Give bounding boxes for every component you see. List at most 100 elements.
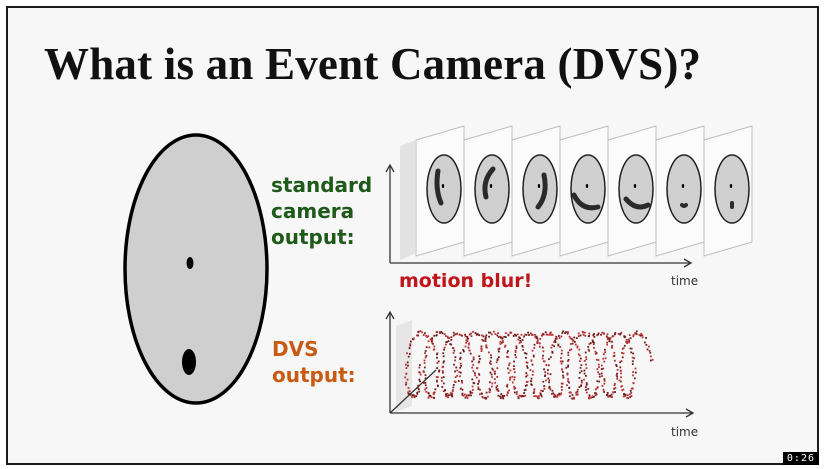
time-axis-label-top: time <box>671 274 699 288</box>
event-dot <box>525 361 528 364</box>
event-dot <box>544 371 547 374</box>
event-dot <box>560 386 563 388</box>
event-dot <box>571 397 573 400</box>
frame-disk <box>714 154 750 224</box>
event-dot <box>570 348 573 351</box>
event-dot <box>464 333 466 336</box>
rotating-disk <box>123 133 269 405</box>
event-dot <box>448 394 450 397</box>
event-dot <box>528 334 530 336</box>
event-dot <box>507 350 509 352</box>
event-dot <box>406 361 409 364</box>
event-dot <box>531 373 534 376</box>
event-dot <box>561 368 563 371</box>
event-dot <box>544 331 547 334</box>
event-dot <box>525 375 527 378</box>
event-dot <box>614 359 616 362</box>
video-frame <box>607 125 657 257</box>
standard-axes <box>385 163 693 268</box>
event-dot <box>485 397 488 400</box>
event-dot <box>470 332 472 335</box>
event-dot <box>450 336 453 339</box>
event-dot <box>482 335 485 338</box>
event-dot <box>556 337 558 340</box>
standard-camera-label: standard camera output: <box>271 173 373 249</box>
event-dot <box>616 368 619 371</box>
event-dot <box>560 392 563 395</box>
event-dot <box>468 333 471 336</box>
event-dot <box>419 380 421 383</box>
event-dot <box>621 389 624 392</box>
event-dot <box>501 336 503 339</box>
event-dot <box>500 393 503 395</box>
event-dot <box>583 369 586 372</box>
event-dot <box>533 347 536 349</box>
frame-shadow <box>400 140 416 260</box>
event-dot <box>622 352 625 355</box>
event-dot <box>466 340 469 342</box>
event-dot <box>407 364 409 367</box>
event-dot <box>523 389 526 392</box>
event-dot <box>453 363 455 366</box>
event-dot <box>519 340 522 342</box>
event-dot <box>530 377 533 380</box>
event-dot <box>493 378 496 380</box>
event-dot <box>452 389 454 391</box>
event-dot <box>548 334 551 336</box>
event-dot <box>648 345 650 348</box>
event-dot <box>603 378 606 380</box>
dvs-output-label: DVS output: <box>272 337 356 387</box>
event-dot <box>529 332 532 335</box>
event-dot <box>436 367 438 369</box>
event-dot <box>619 333 622 335</box>
event-dot <box>631 356 634 359</box>
event-dot <box>593 333 595 335</box>
event-dot <box>467 343 470 346</box>
event-dot <box>597 363 600 366</box>
event-dot <box>590 396 592 399</box>
event-dot <box>435 334 438 336</box>
event-dot <box>585 363 587 366</box>
event-dot <box>431 337 433 340</box>
event-dot <box>539 338 542 340</box>
event-dot <box>588 394 591 397</box>
event-dot <box>470 335 473 338</box>
event-dot <box>472 364 475 366</box>
event-dot <box>597 359 600 361</box>
event-dot <box>469 392 472 394</box>
event-dot <box>580 364 583 366</box>
event-dot <box>488 351 490 354</box>
event-dot <box>589 342 592 344</box>
event-dot <box>596 358 598 361</box>
event-dot <box>461 392 464 395</box>
event-dot <box>548 358 550 361</box>
event-dot <box>405 383 407 386</box>
event-dot <box>575 393 578 396</box>
event-dot <box>478 373 481 376</box>
event-dot <box>433 345 436 348</box>
event-dot <box>576 345 579 348</box>
event-dot <box>454 333 457 336</box>
event-dot <box>596 368 599 370</box>
event-dot <box>606 338 609 340</box>
event-dot <box>536 395 539 398</box>
event-dot <box>606 333 609 336</box>
event-dot <box>480 345 483 348</box>
event-dot <box>425 334 427 337</box>
event-dot <box>489 331 492 334</box>
event-dot <box>585 391 588 394</box>
event-dot <box>442 371 444 374</box>
event-dot <box>501 337 504 340</box>
event-dot <box>557 335 560 337</box>
event-dot <box>515 393 518 395</box>
event-dot <box>458 333 461 336</box>
event-dot <box>553 341 555 343</box>
event-dot <box>620 369 622 372</box>
event-dot <box>407 387 410 389</box>
event-dot <box>615 364 618 366</box>
event-dot <box>543 368 545 371</box>
event-dot <box>477 383 479 385</box>
event-dot <box>451 395 454 398</box>
event-dot <box>547 369 549 371</box>
event-dot <box>569 391 572 394</box>
